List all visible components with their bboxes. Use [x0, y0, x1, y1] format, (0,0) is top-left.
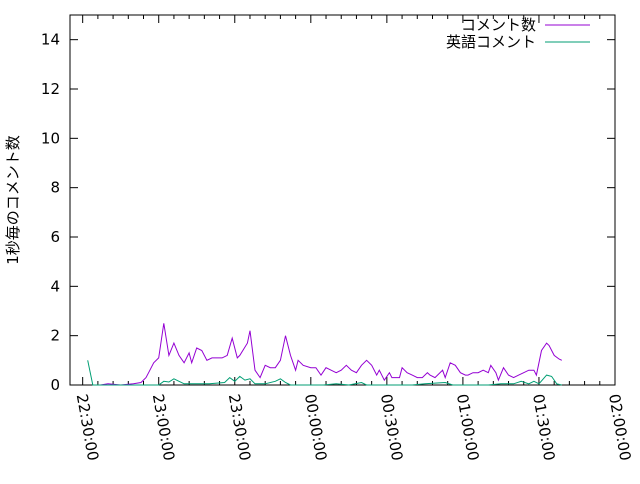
plot-frame — [69, 14, 616, 386]
series-line-0 — [100, 323, 563, 386]
series-line-1 — [87, 360, 562, 386]
legend-label: 英語コメント — [446, 33, 536, 51]
legend-label: コメント数 — [461, 16, 536, 34]
y-tick-label: 6 — [50, 228, 60, 246]
x-tick-label: 23:30:00 — [225, 393, 254, 462]
y-axis-label: 1秒毎のコメント数 — [4, 135, 22, 265]
y-tick-label: 14 — [41, 31, 60, 49]
y-tick-label: 0 — [50, 376, 60, 394]
y-tick-label: 10 — [41, 129, 60, 147]
x-tick-label: 02:00:00 — [605, 393, 634, 462]
x-tick-label: 01:00:00 — [453, 393, 482, 462]
x-tick-label: 01:30:00 — [529, 393, 558, 462]
y-tick-label: 12 — [41, 80, 60, 98]
y-tick-label: 2 — [50, 327, 60, 345]
y-tick-label: 8 — [50, 179, 60, 197]
x-tick-label: 22:30:00 — [73, 393, 102, 462]
x-tick-label: 00:30:00 — [377, 393, 406, 462]
x-tick-label: 00:00:00 — [301, 393, 330, 462]
y-tick-label: 4 — [50, 277, 60, 295]
x-tick-label: 23:00:00 — [149, 393, 178, 462]
